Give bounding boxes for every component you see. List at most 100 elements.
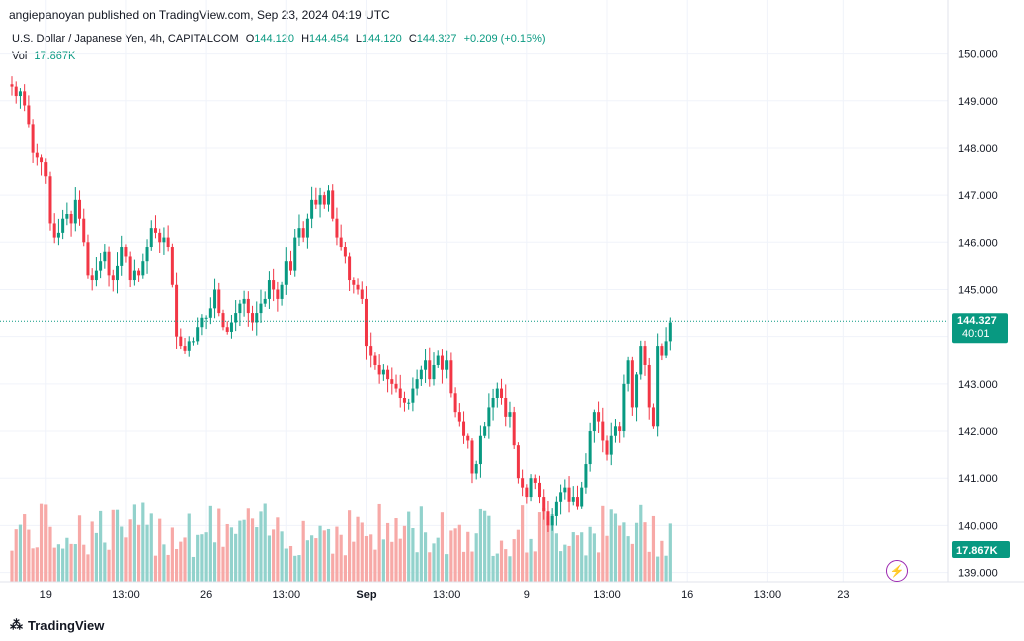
volume-bar [647, 551, 651, 582]
candle-body [613, 426, 617, 436]
volume-bar [559, 551, 563, 582]
volume-bar [272, 529, 276, 582]
volume-bar [567, 545, 571, 582]
publisher-header: angiepanoyan published on TradingView.co… [9, 8, 390, 22]
candle-body [495, 388, 499, 398]
volume-bar [364, 535, 369, 582]
candle-body [364, 298, 368, 347]
volume-bar [394, 518, 398, 582]
volume-bar [369, 534, 373, 582]
candle-body [116, 265, 119, 281]
candle-body [234, 313, 238, 323]
candle-body [289, 261, 293, 271]
volume-bar [402, 525, 407, 582]
volume-bar [212, 542, 217, 582]
candle-body [327, 190, 330, 205]
candle-body [86, 242, 90, 276]
volume-bar [639, 504, 643, 582]
volume-bar [103, 542, 107, 582]
candle-body [635, 374, 639, 408]
y-tick-label: 140.000 [958, 520, 998, 532]
y-tick-label: 143.000 [958, 379, 998, 391]
candle-body [149, 228, 153, 248]
volume-bar [609, 509, 613, 582]
candle-body [191, 341, 195, 343]
candle-body [73, 199, 77, 224]
volume-bar [183, 537, 187, 582]
y-tick-label: 139.000 [958, 568, 998, 580]
candle-body [263, 298, 267, 304]
candle-body [259, 303, 263, 314]
volume-bar [297, 555, 301, 582]
volume-bar [10, 550, 14, 582]
volume-legend: Vol 17.867K [12, 50, 75, 62]
volume-bar [432, 543, 436, 582]
volume-bar [288, 545, 293, 582]
candle-body [360, 289, 364, 299]
volume-bar [31, 548, 35, 582]
volume-bar [124, 537, 128, 582]
volume-bar [440, 512, 445, 582]
lightning-icon[interactable]: ⚡ [886, 560, 908, 582]
volume-bar [174, 548, 179, 582]
candle-body [238, 303, 242, 314]
candle-body [592, 412, 596, 432]
volume-bar [318, 525, 322, 582]
candle-body [508, 412, 512, 417]
candle-body [432, 364, 436, 380]
volume-bar [348, 510, 352, 582]
volume-bar [563, 544, 567, 582]
countdown-value: 40:01 [962, 328, 990, 340]
candle-body [204, 317, 208, 319]
candle-body [483, 426, 487, 436]
volume-bar [504, 549, 508, 582]
candle-body [639, 346, 643, 375]
symbol-title[interactable]: U.S. Dollar / Japanese Yen, 4h, CAPITALC… [12, 33, 239, 45]
candle-body [246, 298, 250, 314]
volume-bar [411, 528, 415, 582]
volume-bar [512, 539, 516, 582]
candle-body [124, 247, 128, 257]
candle-body [196, 327, 200, 342]
volume-bar [221, 546, 225, 582]
volume-bar [35, 547, 39, 582]
volume-bar [546, 516, 550, 582]
candle-body [630, 360, 634, 408]
volume-bar [305, 540, 309, 582]
volume-bar [580, 532, 584, 582]
candle-body [179, 336, 183, 347]
candle-body [14, 86, 18, 97]
volume-bar [27, 529, 31, 582]
candle-body [377, 364, 381, 375]
volume-bar [326, 528, 331, 582]
x-tick-label: 13:00 [112, 589, 140, 601]
candle-body [567, 487, 571, 502]
volume-bar [626, 536, 630, 582]
candle-body [622, 383, 626, 432]
volume-bar [457, 524, 461, 582]
candle-body [407, 402, 411, 404]
volume-bar [61, 548, 65, 582]
candle-body [31, 124, 35, 153]
volume-bar [196, 534, 200, 582]
candle-body [348, 256, 352, 281]
volume-bar [153, 555, 158, 582]
candle-body [554, 501, 558, 516]
x-tick-label: 13:00 [273, 589, 301, 601]
candle-body [272, 280, 276, 290]
candle-body [609, 435, 613, 455]
volume-bar [69, 543, 73, 582]
volume-bar [622, 522, 626, 582]
candle-body [339, 237, 343, 248]
candle-body [44, 162, 48, 177]
volume-bar [428, 552, 432, 582]
candle-body [267, 280, 271, 299]
footer-brand: ⁂ TradingView [10, 617, 104, 633]
volume-bar [65, 537, 69, 582]
x-tick-label: 13:00 [754, 589, 782, 601]
candle-body [137, 270, 141, 276]
candle-body [103, 251, 107, 262]
x-tick-label: 9 [524, 589, 530, 601]
volume-bar [284, 548, 288, 582]
